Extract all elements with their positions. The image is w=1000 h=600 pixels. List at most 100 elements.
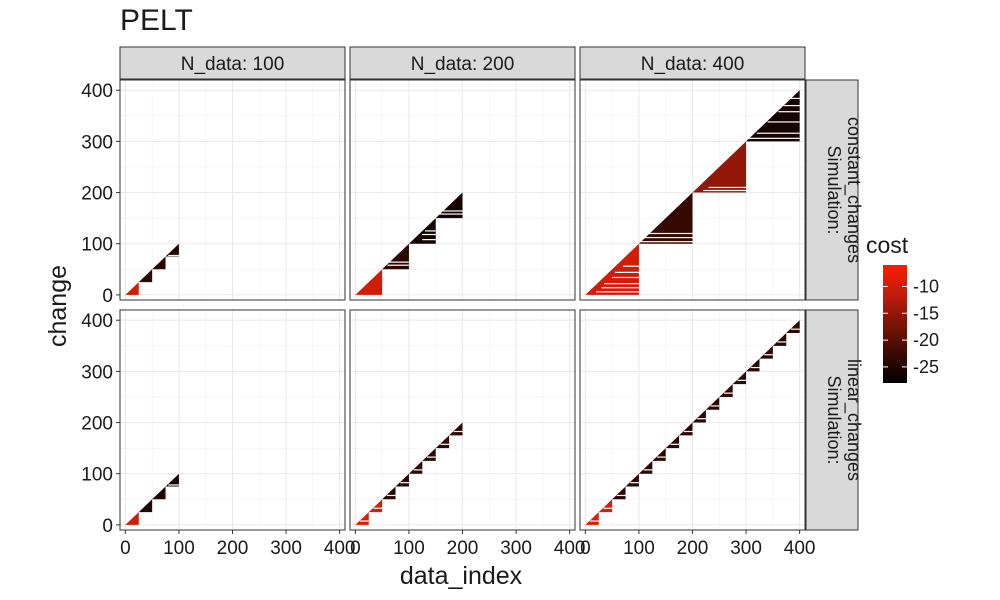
heatmap-gap-stripe bbox=[750, 366, 760, 369]
heatmap-block bbox=[395, 473, 409, 487]
heatmap-cells bbox=[585, 90, 800, 295]
y-tick-label: 0 bbox=[102, 516, 113, 537]
heatmap-block bbox=[408, 218, 436, 244]
facet-header-col-0 bbox=[119, 46, 346, 80]
heatmap-gap-stripe bbox=[596, 291, 639, 293]
heatmap-block bbox=[152, 486, 166, 500]
heatmap-block bbox=[435, 192, 463, 219]
heatmap-block bbox=[125, 512, 139, 525]
heatmap-gap-stripe bbox=[746, 137, 800, 139]
facet-header-col-2 bbox=[579, 46, 806, 80]
facet-header-row-1 bbox=[805, 309, 859, 531]
x-axis-label: data_index bbox=[400, 562, 523, 590]
heatmap-gap-stripe bbox=[422, 239, 436, 241]
heatmap-gap-stripe bbox=[413, 469, 423, 471]
heatmap-gap-stripe bbox=[657, 456, 666, 458]
x-tick-label: 300 bbox=[730, 538, 762, 559]
heatmap-gap-stripe bbox=[778, 111, 800, 113]
heatmap-gap-stripe bbox=[168, 484, 179, 486]
legend-title: cost bbox=[866, 232, 909, 258]
heatmap-block bbox=[705, 396, 720, 410]
heatmap-gap-stripe bbox=[441, 210, 463, 212]
legend-tick-label: -15 bbox=[913, 303, 939, 323]
facet-header-row-0-line-0: Simulation: bbox=[824, 145, 844, 234]
y-tick-label: 300 bbox=[81, 362, 113, 383]
heatmap-block bbox=[638, 460, 653, 474]
heatmap-gap-stripe bbox=[440, 443, 450, 445]
x-tick-label: 100 bbox=[163, 538, 195, 559]
heatmap-block bbox=[598, 499, 613, 513]
heatmap-block bbox=[382, 243, 409, 270]
heatmap-block bbox=[422, 448, 436, 461]
panel-r1-c2 bbox=[579, 309, 806, 531]
x-tick-label: 100 bbox=[623, 538, 655, 559]
panel-r1-c1 bbox=[349, 309, 576, 531]
heatmap-gap-stripe bbox=[168, 254, 179, 257]
legend-colorbar bbox=[883, 265, 907, 383]
heatmap-block bbox=[355, 512, 369, 525]
heatmap-gap-stripe bbox=[427, 456, 436, 458]
legend-tick-label: -20 bbox=[913, 330, 939, 350]
y-tick-label: 400 bbox=[81, 311, 113, 332]
x-tick-label: 300 bbox=[500, 538, 532, 559]
heatmap-block bbox=[125, 282, 139, 295]
y-tick-label: 100 bbox=[81, 235, 113, 256]
heatmap-block bbox=[585, 243, 639, 295]
facet-header-col-0-label: N_data: 100 bbox=[181, 54, 285, 75]
panel-r1-c0 bbox=[119, 309, 346, 531]
facet-header-col-1 bbox=[349, 46, 576, 80]
heatmap-block bbox=[612, 486, 626, 500]
heatmap-cells bbox=[585, 320, 800, 525]
heatmap-cells bbox=[355, 422, 463, 525]
x-tick-label: 300 bbox=[270, 538, 302, 559]
heatmap-block bbox=[382, 486, 396, 500]
heatmap-gap-stripe bbox=[641, 236, 693, 239]
heatmap-gap-stripe bbox=[790, 328, 800, 330]
heatmap-block bbox=[165, 243, 179, 257]
heatmap-block bbox=[772, 333, 787, 346]
heatmap-cells bbox=[355, 192, 463, 295]
heatmap-gap-stripe bbox=[643, 469, 653, 471]
heatmap-gap-stripe bbox=[756, 132, 800, 134]
heatmap-gap-stripe bbox=[387, 264, 409, 266]
heatmap-gap-stripe bbox=[683, 430, 693, 433]
heatmap-block bbox=[138, 499, 153, 513]
heatmap-gap-stripe bbox=[737, 379, 747, 381]
facet-header-row-1-line-1: linear_changes bbox=[843, 359, 864, 481]
heatmap-block bbox=[759, 345, 773, 359]
y-tick-label: 400 bbox=[81, 81, 113, 102]
heatmap-block bbox=[165, 473, 179, 487]
heatmap-gap-stripe bbox=[612, 276, 639, 279]
x-tick-label: 200 bbox=[677, 538, 709, 559]
x-tick-label: 400 bbox=[784, 538, 816, 559]
facet-header-col-1-label: N_data: 200 bbox=[411, 54, 515, 75]
heatmap-gap-stripe bbox=[622, 265, 639, 267]
heatmap-block bbox=[719, 384, 733, 397]
heatmap-gap-stripe bbox=[386, 494, 396, 497]
y-tick-label: 200 bbox=[81, 184, 113, 205]
heatmap-gap-stripe bbox=[697, 418, 706, 420]
heatmap-gap-stripe bbox=[777, 341, 787, 343]
panel-r0-c0 bbox=[119, 79, 346, 301]
x-tick-label: 400 bbox=[554, 538, 586, 559]
heatmap-block bbox=[692, 409, 706, 423]
facet-header-row-0 bbox=[805, 79, 859, 301]
heatmap-gap-stripe bbox=[453, 430, 463, 433]
x-tick-label: 0 bbox=[120, 538, 131, 559]
heatmap-block bbox=[786, 320, 800, 334]
heatmap-block bbox=[692, 141, 747, 193]
panel-r0-c2 bbox=[579, 79, 806, 301]
heatmap-gap-stripe bbox=[590, 520, 599, 522]
heatmap-block bbox=[585, 512, 599, 525]
heatmap-gap-stripe bbox=[644, 232, 693, 235]
x-tick-label: 0 bbox=[580, 538, 591, 559]
legend-tick-label: -10 bbox=[913, 276, 939, 296]
heatmap-block bbox=[152, 256, 166, 270]
panel-border bbox=[349, 79, 576, 301]
heatmap-block bbox=[732, 371, 747, 385]
heatmap-gap-stripe bbox=[630, 482, 639, 484]
panel-r0-c1 bbox=[349, 79, 576, 301]
heatmap-block bbox=[665, 435, 680, 449]
